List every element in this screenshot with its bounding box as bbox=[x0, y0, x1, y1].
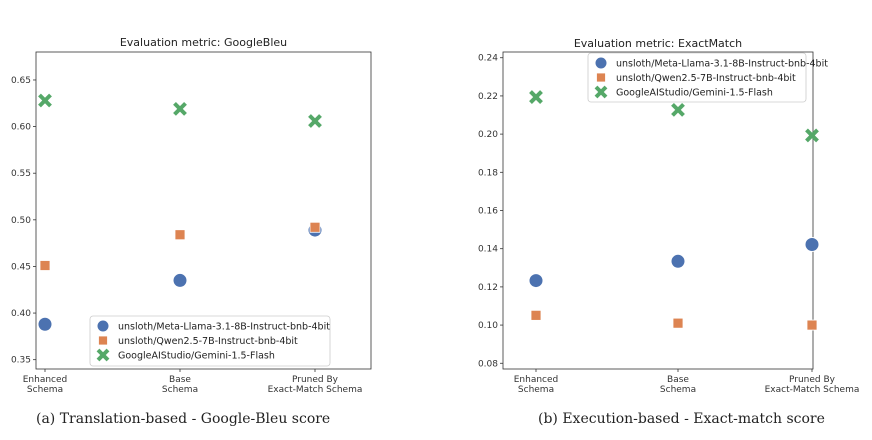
point-gemini-1-5-flash-1-stroke-2 bbox=[173, 101, 187, 116]
point-qwen2-5-7b-instruct-bnb-4bit-2 bbox=[806, 319, 818, 331]
point-qwen2-5-7b-instruct-bnb-4bit-1 bbox=[174, 229, 186, 241]
point-gemini-1-5-flash-0 bbox=[38, 93, 52, 108]
x-tick-label: Base bbox=[169, 375, 191, 385]
x-tick-label: Pruned By bbox=[789, 375, 836, 385]
x-tick-label: Exact-Match Schema bbox=[268, 385, 363, 395]
point-gemini-1-5-flash-2 bbox=[308, 114, 322, 128]
legend-marker-1 bbox=[596, 72, 606, 83]
legend-marker-2 bbox=[594, 85, 608, 99]
x-tick-label: Enhanced bbox=[514, 375, 559, 385]
x-tick-label: Exact-Match Schema bbox=[765, 385, 860, 395]
legend-label: GoogleAIStudio/Gemini-1.5-Flash bbox=[118, 351, 275, 362]
y-tick-label: 0.45 bbox=[11, 262, 31, 272]
point-meta-llama-3-1-8b-instruct-bnb-4bit-0 bbox=[37, 316, 53, 332]
legend-marker-0 bbox=[594, 56, 608, 70]
point-qwen2-5-7b-instruct-bnb-4bit-0 bbox=[530, 309, 542, 321]
figure-exactmatch: Evaluation metric: ExactMatch 0.08 0.10 0.1… bbox=[436, 0, 872, 440]
x-tick-label: Enhanced bbox=[23, 375, 68, 385]
caption-b: (b) Execution-based - Exact-match score bbox=[538, 411, 825, 427]
data-points bbox=[37, 93, 323, 332]
point-qwen2-5-7b-instruct-bnb-4bit-1 bbox=[672, 317, 684, 329]
x-tick-label: Schema bbox=[660, 385, 696, 395]
data-points bbox=[528, 90, 820, 331]
y-tick-label: 0.16 bbox=[478, 207, 498, 217]
chart-title: Evaluation metric: ExactMatch bbox=[574, 37, 742, 50]
chart-exactmatch: Evaluation metric: ExactMatch 0.08 0.10 0.1… bbox=[478, 37, 860, 395]
point-gemini-1-5-flash-2 bbox=[805, 128, 819, 143]
figure-googlebleu: Evaluation metric: GoogleBleu 0.35 0.40 0.4… bbox=[11, 36, 372, 427]
legend-marker-1 bbox=[98, 335, 108, 346]
x-tick-label: Schema bbox=[27, 385, 63, 395]
legend-label: unsloth/Qwen2.5-7B-Instruct-bnb-4bit bbox=[616, 73, 796, 84]
legend-label: unsloth/Meta-Llama-3.1-8B-Instruct-bnb-4… bbox=[118, 322, 330, 333]
point-qwen2-5-7b-instruct-bnb-4bit-0 bbox=[39, 260, 51, 271]
y-tick-label: 0.08 bbox=[478, 359, 498, 369]
y-tick-label: 0.40 bbox=[11, 309, 31, 319]
point-gemini-1-5-flash-1 bbox=[671, 102, 685, 117]
legend-box bbox=[587, 52, 807, 103]
point-gemini-1-5-flash-1-stroke-2 bbox=[671, 102, 685, 117]
y-axis: 0.35 0.40 0.45 0.50 0.55 0.60 0.65 bbox=[11, 76, 36, 366]
point-gemini-1-5-flash-2-stroke-2 bbox=[805, 128, 819, 143]
y-axis: 0.08 0.10 0.12 0.14 0.16 0.18 0.20 0.22 0.24 bbox=[478, 54, 503, 369]
x-tick-label: Schema bbox=[518, 385, 554, 395]
legend-box bbox=[89, 315, 331, 367]
legend-marker-0 bbox=[96, 319, 110, 333]
legend: unsloth/Meta-Llama-3.1-8B-Instruct-bnb-4… bbox=[89, 315, 331, 367]
point-gemini-1-5-flash-1 bbox=[173, 101, 187, 116]
point-meta-llama-3-1-8b-instruct-bnb-4bit-2 bbox=[804, 236, 820, 252]
y-tick-label: 0.24 bbox=[478, 54, 498, 64]
x-tick-label: Pruned By bbox=[292, 375, 339, 385]
point-gemini-1-5-flash-0 bbox=[529, 90, 543, 104]
x-tick-label: Schema bbox=[162, 385, 198, 395]
y-tick-label: 0.14 bbox=[478, 245, 498, 255]
point-meta-llama-3-1-8b-instruct-bnb-4bit-1 bbox=[670, 253, 686, 269]
chart-title: Evaluation metric: GoogleBleu bbox=[120, 36, 287, 49]
point-meta-llama-3-1-8b-instruct-bnb-4bit-1 bbox=[172, 272, 188, 288]
point-qwen2-5-7b-instruct-bnb-4bit-2 bbox=[309, 221, 321, 233]
legend: unsloth/Meta-Llama-3.1-8B-Instruct-bnb-4… bbox=[587, 52, 828, 103]
chart-googlebleu: Evaluation metric: GoogleBleu 0.35 0.40 0.4… bbox=[11, 36, 372, 395]
y-tick-label: 0.50 bbox=[11, 216, 31, 226]
caption-a: (a) Translation-based - Google-Bleu scor… bbox=[36, 411, 331, 427]
legend-label: GoogleAIStudio/Gemini-1.5-Flash bbox=[616, 88, 773, 99]
plot-area bbox=[502, 51, 814, 370]
y-tick-label: 0.60 bbox=[11, 123, 31, 133]
legend-label: unsloth/Meta-Llama-3.1-8B-Instruct-bnb-4… bbox=[616, 59, 828, 70]
legend-label: unsloth/Qwen2.5-7B-Instruct-bnb-4bit bbox=[118, 336, 298, 347]
y-tick-label: 0.10 bbox=[478, 321, 498, 331]
point-gemini-1-5-flash-2-stroke-2 bbox=[308, 114, 322, 128]
point-gemini-1-5-flash-0-stroke-2 bbox=[38, 93, 52, 108]
y-tick-label: 0.35 bbox=[11, 356, 31, 366]
point-gemini-1-5-flash-0-stroke-2 bbox=[529, 90, 543, 104]
y-tick-label: 0.12 bbox=[478, 283, 498, 293]
y-tick-label: 0.22 bbox=[478, 92, 498, 102]
legend-marker-2 bbox=[96, 348, 110, 362]
legend-marker-2-stroke-2 bbox=[594, 85, 608, 99]
point-meta-llama-3-1-8b-instruct-bnb-4bit-0 bbox=[528, 273, 544, 289]
y-tick-label: 0.65 bbox=[11, 76, 31, 86]
y-tick-label: 0.55 bbox=[11, 169, 31, 179]
y-tick-label: 0.18 bbox=[478, 168, 498, 178]
x-tick-label: Base bbox=[667, 375, 689, 385]
y-tick-label: 0.20 bbox=[478, 130, 498, 140]
legend-marker-2-stroke-2 bbox=[96, 348, 110, 362]
